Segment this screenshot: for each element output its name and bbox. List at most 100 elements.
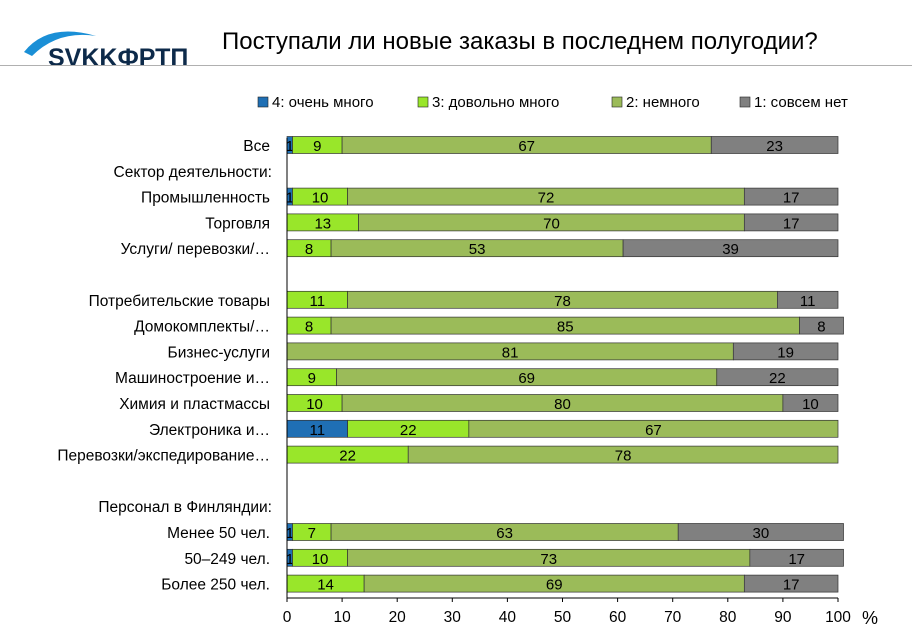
data-label: 8 (305, 319, 313, 336)
legend-swatch (611, 96, 623, 108)
data-label: 10 (312, 551, 329, 568)
data-label: 17 (788, 551, 805, 568)
logo-text: SVKKФРТП (48, 44, 188, 68)
legend-label: 1: совсем нет (754, 94, 848, 111)
category-label: Услуги/ перевозки/… (121, 241, 270, 258)
data-label: 67 (645, 422, 662, 439)
data-label: 11 (310, 422, 326, 439)
data-label: 17 (783, 215, 800, 232)
category-label: Химия и пластмассы (119, 396, 270, 413)
category-label: Потребительские товары (89, 293, 270, 310)
data-label: 9 (308, 370, 316, 387)
data-label: 13 (314, 215, 331, 232)
category-label: Более 250 чел. (161, 577, 270, 594)
legend-swatch (417, 96, 429, 108)
x-tick-label: 70 (664, 609, 682, 626)
x-tick-label: 10 (333, 609, 351, 626)
category-label: Бизнес-услуги (168, 344, 270, 361)
x-tick-label: 50 (554, 609, 572, 626)
data-label: 1 (286, 551, 294, 568)
data-label: 7 (308, 525, 316, 542)
category-label: Торговля (205, 215, 270, 232)
data-label: 8 (305, 241, 313, 258)
legend-swatch (739, 96, 751, 108)
bar-segment (716, 368, 839, 387)
data-label: 17 (783, 190, 800, 207)
data-label: 39 (722, 241, 739, 258)
data-label: 22 (339, 448, 356, 465)
data-label: 67 (518, 138, 535, 155)
x-tick-label: 0 (283, 609, 292, 626)
data-label: 22 (400, 422, 417, 439)
data-label: 1 (286, 190, 294, 207)
data-label: 78 (615, 448, 632, 465)
data-label: 14 (317, 577, 334, 594)
bar-segment (749, 548, 844, 567)
category-label: 50–249 чел. (184, 551, 270, 568)
category-label: Промышленность (141, 190, 270, 207)
data-label: 53 (469, 241, 486, 258)
x-tick-label: 90 (774, 609, 792, 626)
data-label: 19 (777, 344, 794, 361)
data-label: 72 (538, 190, 555, 207)
category-label: Менее 50 чел. (167, 525, 270, 542)
data-label: 10 (802, 396, 819, 413)
data-label: 10 (312, 190, 329, 207)
bar-segment (468, 419, 839, 438)
data-label: 70 (543, 215, 560, 232)
header-divider (0, 65, 912, 66)
legend-swatch (257, 96, 269, 108)
x-tick-label: 100 (825, 609, 851, 626)
category-label: Домокомплекты/… (134, 319, 270, 336)
data-label: 9 (313, 138, 321, 155)
bar-segment (782, 394, 839, 412)
bar-segment (407, 445, 839, 464)
category-label: Перевозки/экспедирование… (57, 448, 270, 465)
group-header-label: Сектор деятельности: (114, 164, 272, 181)
company-logo: SVKKФРТП (24, 31, 188, 68)
x-tick-label: 20 (389, 609, 407, 626)
data-label: 78 (554, 293, 571, 310)
data-label: 11 (800, 293, 816, 310)
category-label: Все (243, 138, 270, 155)
data-label: 8 (817, 319, 825, 336)
data-label: 23 (766, 138, 783, 155)
legend-label: 4: очень много (272, 94, 374, 111)
data-label: 30 (753, 525, 770, 542)
data-label: 11 (310, 293, 326, 310)
data-label: 63 (496, 525, 513, 542)
data-label: 22 (769, 370, 786, 387)
bar-segment (743, 213, 839, 232)
bar-segment (743, 574, 839, 593)
data-label: 69 (546, 577, 563, 594)
x-tick-label: 40 (499, 609, 517, 626)
bar-segment (677, 523, 844, 541)
group-header-label: Персонал в Финляндии: (98, 499, 272, 516)
category-label: Машиностроение и… (115, 370, 270, 387)
x-tick-label: 80 (719, 609, 737, 626)
data-label: 85 (557, 319, 574, 336)
bar-segment (710, 136, 839, 154)
bar-segment (743, 187, 839, 206)
page-title: Поступали ли новые заказы в последнем по… (222, 28, 818, 55)
x-tick-label: 30 (444, 609, 462, 626)
data-label: 17 (783, 577, 800, 594)
bar-segment (732, 342, 839, 361)
x-unit-label: % (862, 608, 878, 628)
bar-segment (777, 290, 839, 309)
data-label: 69 (518, 370, 535, 387)
bar-segment (799, 316, 844, 335)
x-tick-label: 60 (609, 609, 627, 626)
data-label: 1 (286, 138, 294, 155)
data-label: 80 (554, 396, 571, 413)
data-label: 1 (286, 525, 294, 542)
legend-label: 2: немного (626, 94, 700, 111)
category-label: Электроника и… (149, 422, 270, 439)
logo-swoosh (24, 31, 96, 56)
data-label: 81 (502, 344, 519, 361)
legend-label: 3: довольно много (432, 94, 559, 111)
data-label: 10 (306, 396, 323, 413)
data-label: 73 (540, 551, 557, 568)
bar-segment (622, 239, 839, 258)
